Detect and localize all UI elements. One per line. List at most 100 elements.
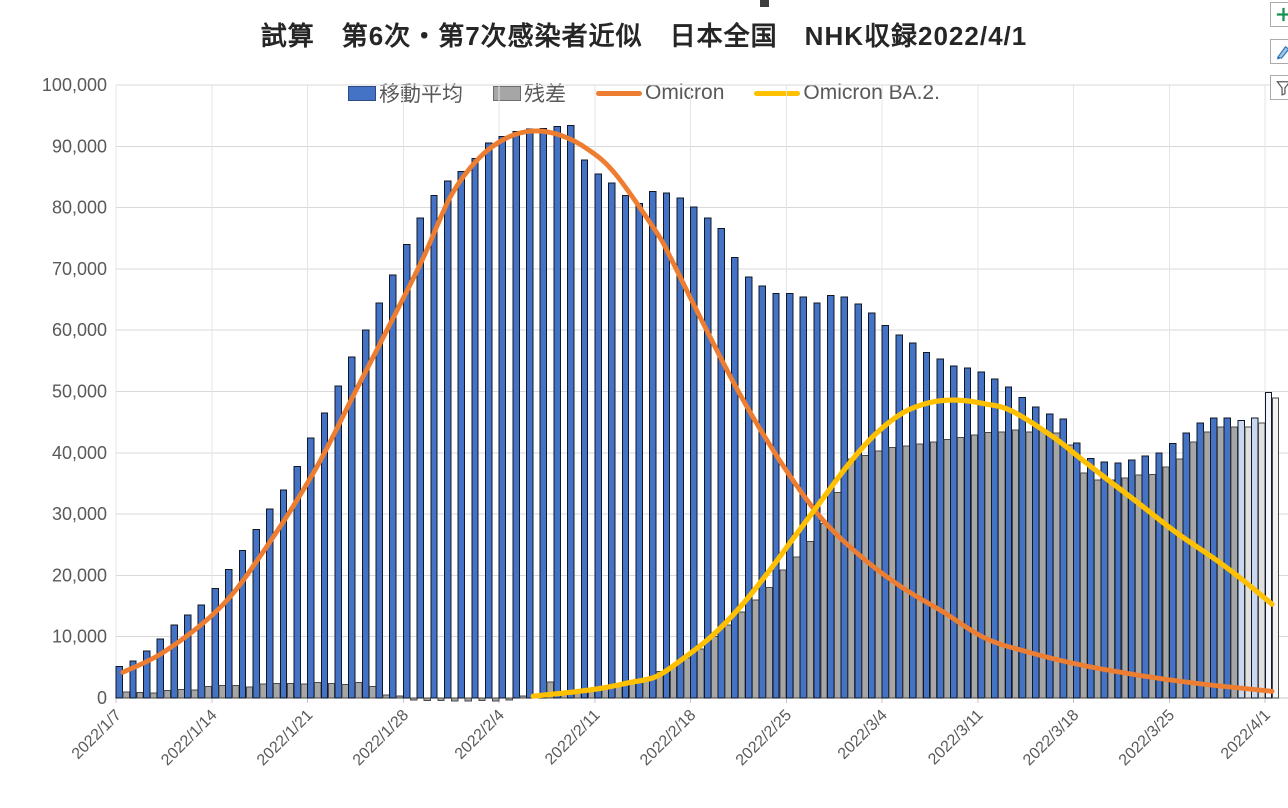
bar-residual[interactable] [1148, 473, 1156, 699]
bar-residual[interactable] [957, 437, 965, 699]
chart-elements-button[interactable] [1270, 2, 1288, 27]
bar-moving-average[interactable] [348, 356, 356, 699]
bar-moving-average[interactable] [608, 182, 616, 699]
bar-moving-average[interactable] [1032, 406, 1040, 699]
bar-residual[interactable] [1203, 431, 1211, 699]
bar-residual[interactable] [122, 691, 130, 699]
bar-moving-average[interactable] [334, 385, 342, 699]
bar-moving-average[interactable] [1237, 419, 1245, 699]
bar-moving-average[interactable] [662, 192, 671, 699]
bar-residual[interactable] [998, 431, 1006, 699]
bar-moving-average[interactable] [512, 131, 520, 699]
bar-moving-average[interactable] [621, 194, 630, 699]
bar-moving-average[interactable] [827, 294, 835, 699]
bar-residual[interactable] [1258, 422, 1266, 699]
bar-moving-average[interactable] [676, 197, 684, 699]
bar-residual[interactable] [820, 522, 828, 699]
bar-moving-average[interactable] [772, 292, 780, 699]
bar-moving-average[interactable] [1086, 457, 1095, 699]
bar-residual[interactable] [738, 611, 746, 699]
bar-moving-average[interactable] [197, 604, 206, 699]
bar-moving-average[interactable] [1128, 459, 1136, 699]
bar-moving-average[interactable] [1264, 392, 1273, 699]
bar-residual[interactable] [1230, 426, 1239, 699]
bar-residual[interactable] [888, 446, 897, 699]
bar-moving-average[interactable] [156, 638, 165, 699]
bar-moving-average[interactable] [690, 206, 698, 699]
bar-residual[interactable] [286, 682, 295, 699]
bar-residual[interactable] [765, 587, 773, 699]
bar-residual[interactable] [1093, 479, 1102, 699]
bar-moving-average[interactable] [1223, 417, 1232, 699]
chart-filters-button[interactable] [1270, 75, 1288, 100]
bar-moving-average[interactable] [1073, 442, 1081, 699]
bar-residual[interactable] [150, 692, 158, 699]
bar-residual[interactable] [1162, 466, 1170, 699]
bar-residual[interactable] [136, 692, 144, 699]
bar-moving-average[interactable] [1196, 422, 1204, 699]
bar-moving-average[interactable] [1141, 455, 1149, 699]
bar-residual[interactable] [273, 682, 281, 699]
bar-moving-average[interactable] [1251, 417, 1259, 699]
bar-moving-average[interactable] [1114, 462, 1122, 699]
bar-residual[interactable] [984, 432, 992, 699]
bar-moving-average[interactable] [361, 329, 370, 699]
bar-moving-average[interactable] [950, 365, 958, 699]
bar-moving-average[interactable] [444, 180, 452, 699]
bar-residual[interactable] [724, 624, 732, 699]
bar-moving-average[interactable] [1182, 432, 1191, 699]
bar-moving-average[interactable] [485, 142, 493, 699]
bar-residual[interactable] [669, 665, 678, 699]
bar-residual[interactable] [437, 697, 445, 701]
bar-residual[interactable] [943, 438, 951, 699]
bar-residual[interactable] [177, 688, 185, 699]
bar-moving-average[interactable] [416, 217, 425, 699]
bar-moving-average[interactable] [703, 217, 712, 699]
bar-moving-average[interactable] [567, 125, 575, 699]
bar-moving-average[interactable] [1100, 461, 1108, 699]
bar-residual[interactable] [232, 685, 240, 699]
legend-item-moving-average[interactable]: 移動平均 [348, 78, 463, 108]
omicron-line[interactable] [120, 128, 1275, 694]
bar-moving-average[interactable] [266, 508, 274, 699]
bar-moving-average[interactable] [594, 173, 602, 699]
bar-residual[interactable] [327, 682, 336, 699]
bar-moving-average[interactable] [977, 371, 985, 699]
omicron-ba2-line[interactable] [530, 397, 1275, 699]
bar-moving-average[interactable] [211, 587, 219, 699]
bar-moving-average[interactable] [539, 128, 548, 699]
bar-moving-average[interactable] [498, 136, 507, 699]
bar-residual[interactable] [355, 682, 363, 699]
bar-residual[interactable] [423, 697, 432, 701]
bar-residual[interactable] [697, 648, 705, 699]
bar-moving-average[interactable] [1018, 397, 1026, 699]
bar-moving-average[interactable] [129, 660, 137, 699]
bar-moving-average[interactable] [553, 126, 561, 699]
bar-moving-average[interactable] [868, 312, 876, 699]
bar-residual[interactable] [464, 697, 473, 702]
bar-moving-average[interactable] [580, 159, 589, 699]
bar-moving-average[interactable] [717, 227, 725, 699]
bar-moving-average[interactable] [786, 292, 794, 699]
bar-residual[interactable] [218, 685, 226, 699]
bar-moving-average[interactable] [758, 285, 766, 699]
legend-item-omicron-ba2[interactable]: Omicron BA.2. [754, 81, 940, 105]
bar-moving-average[interactable] [115, 666, 123, 699]
bar-moving-average[interactable] [471, 158, 479, 699]
bar-moving-average[interactable] [649, 191, 657, 699]
bar-moving-average[interactable] [170, 624, 178, 699]
bar-moving-average[interactable] [402, 243, 411, 699]
bar-residual[interactable] [396, 695, 404, 699]
bar-residual[interactable] [451, 697, 459, 702]
bar-moving-average[interactable] [840, 296, 849, 699]
bar-residual[interactable] [368, 685, 377, 699]
bar-residual[interactable] [519, 695, 527, 699]
bar-residual[interactable] [793, 556, 801, 699]
bar-moving-average[interactable] [457, 170, 466, 699]
bar-residual[interactable] [902, 445, 910, 699]
bar-residual[interactable] [1025, 431, 1033, 699]
bar-residual[interactable] [245, 686, 254, 699]
bar-residual[interactable] [191, 689, 199, 699]
bar-residual[interactable] [1189, 441, 1198, 699]
bar-residual[interactable] [806, 541, 814, 699]
